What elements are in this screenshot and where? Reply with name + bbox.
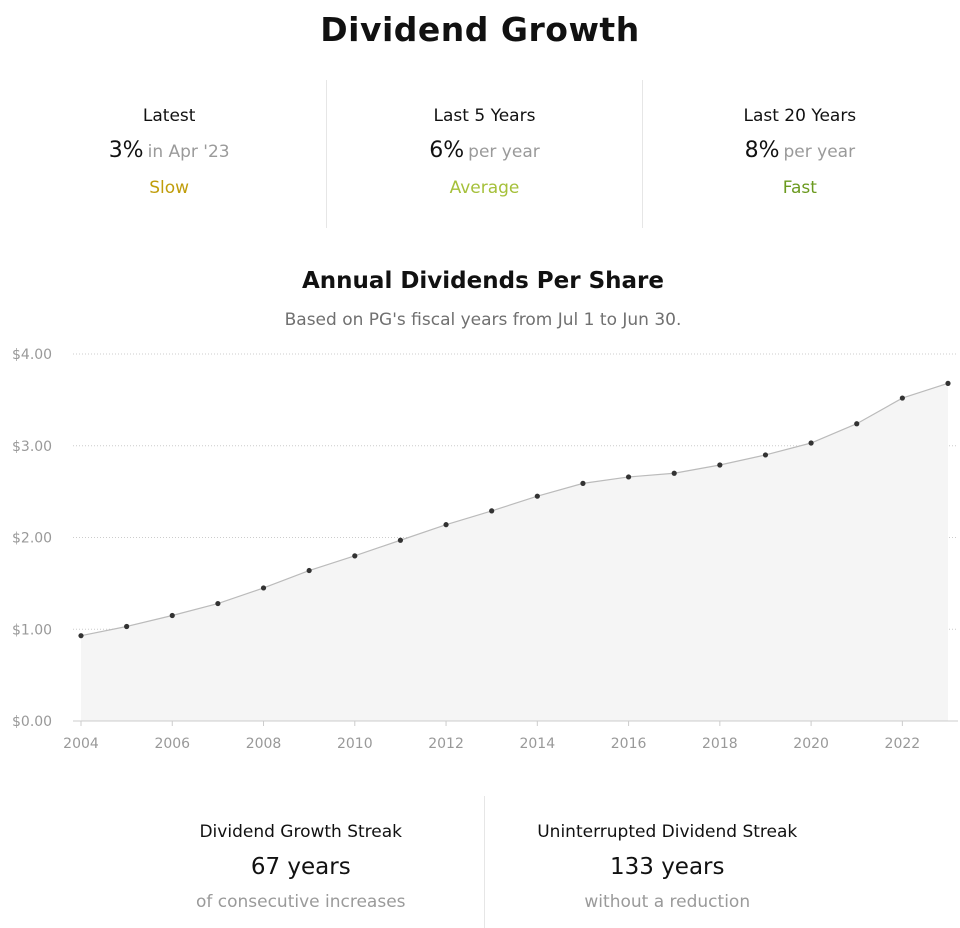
y-tick-label: $0.00 xyxy=(12,714,52,730)
x-tick-label: 2008 xyxy=(246,736,282,752)
dividend-streaks: Dividend Growth Streak 67 years of conse… xyxy=(118,796,850,928)
data-point xyxy=(215,600,221,607)
stat-value: 3% xyxy=(108,138,144,163)
stat-value: 8% xyxy=(744,138,780,163)
data-point xyxy=(124,623,130,630)
x-tick-label: 2014 xyxy=(519,736,555,752)
data-point xyxy=(717,462,723,468)
dividends-chart: $0.00 $1.00 $2.00 $3.00 $4.00 2004 2006 2008 201… xyxy=(12,347,958,752)
chart-title: Annual Dividends Per Share xyxy=(302,268,664,294)
x-tick-label: 2006 xyxy=(154,736,190,752)
streak-value: 133 years xyxy=(609,854,725,880)
x-tick-label: 2022 xyxy=(885,736,921,752)
data-point xyxy=(397,537,404,543)
stat-latest: Latest 3% in Apr '23 Slow xyxy=(12,80,328,228)
chart-subtitle: Based on PG's fiscal years from Jul 1 to… xyxy=(284,310,682,330)
stat-rating: Slow xyxy=(149,178,190,198)
stat-last-20-years: Last 20 Years 8% per year Fast xyxy=(643,80,957,228)
area-fill xyxy=(81,383,948,721)
streak-value: 67 years xyxy=(250,854,351,880)
data-point xyxy=(762,452,769,458)
streak-caption: of consecutive increases xyxy=(195,892,406,912)
x-tick-label: 2018 xyxy=(702,736,738,752)
x-tick-label: 2010 xyxy=(337,736,373,752)
stat-value: 6% xyxy=(429,138,465,163)
stat-suffix: per year xyxy=(468,142,540,162)
data-point xyxy=(534,493,540,499)
stat-suffix: in Apr '23 xyxy=(147,142,230,162)
data-point xyxy=(854,421,860,427)
page-title: Dividend Growth xyxy=(320,10,640,49)
streak-uninterrupted: Uninterrupted Dividend Streak 133 years … xyxy=(483,796,851,928)
data-point xyxy=(625,474,632,480)
stat-label: Latest xyxy=(142,106,196,126)
data-point xyxy=(899,395,905,401)
data-point xyxy=(580,480,586,486)
data-point xyxy=(671,470,677,476)
data-point xyxy=(352,553,358,559)
data-point xyxy=(489,508,495,514)
data-point xyxy=(443,522,449,528)
streak-label: Dividend Growth Streak xyxy=(199,822,403,842)
x-tick-label: 2004 xyxy=(63,736,99,752)
series-line xyxy=(80,382,949,637)
y-tick-label: $4.00 xyxy=(12,347,52,363)
y-tick-label: $2.00 xyxy=(12,531,52,547)
stat-rating: Average xyxy=(449,178,520,198)
stat-label: Last 5 Years xyxy=(433,106,536,126)
x-tick-label: 2016 xyxy=(611,736,647,752)
stat-label: Last 20 Years xyxy=(743,106,857,126)
streak-growth: Dividend Growth Streak 67 years of conse… xyxy=(118,796,484,928)
data-point xyxy=(945,380,951,386)
streak-label: Uninterrupted Dividend Streak xyxy=(537,822,798,842)
x-tick-label: 2012 xyxy=(428,736,464,752)
x-tick-label: 2020 xyxy=(793,736,829,752)
y-tick-label: $1.00 xyxy=(12,622,52,638)
data-point xyxy=(260,585,267,591)
data-point xyxy=(78,633,84,639)
stat-suffix: per year xyxy=(783,142,856,162)
stat-last-5-years: Last 5 Years 6% per year Average xyxy=(327,80,643,228)
growth-stats: Latest 3% in Apr '23 Slow Last 5 Years 6%… xyxy=(12,80,957,228)
streak-caption: without a reduction xyxy=(584,892,751,912)
data-point xyxy=(306,567,312,574)
data-point xyxy=(169,612,175,619)
data-point xyxy=(808,440,814,446)
stat-rating: Fast xyxy=(782,178,817,198)
y-tick-label: $3.00 xyxy=(12,439,52,455)
